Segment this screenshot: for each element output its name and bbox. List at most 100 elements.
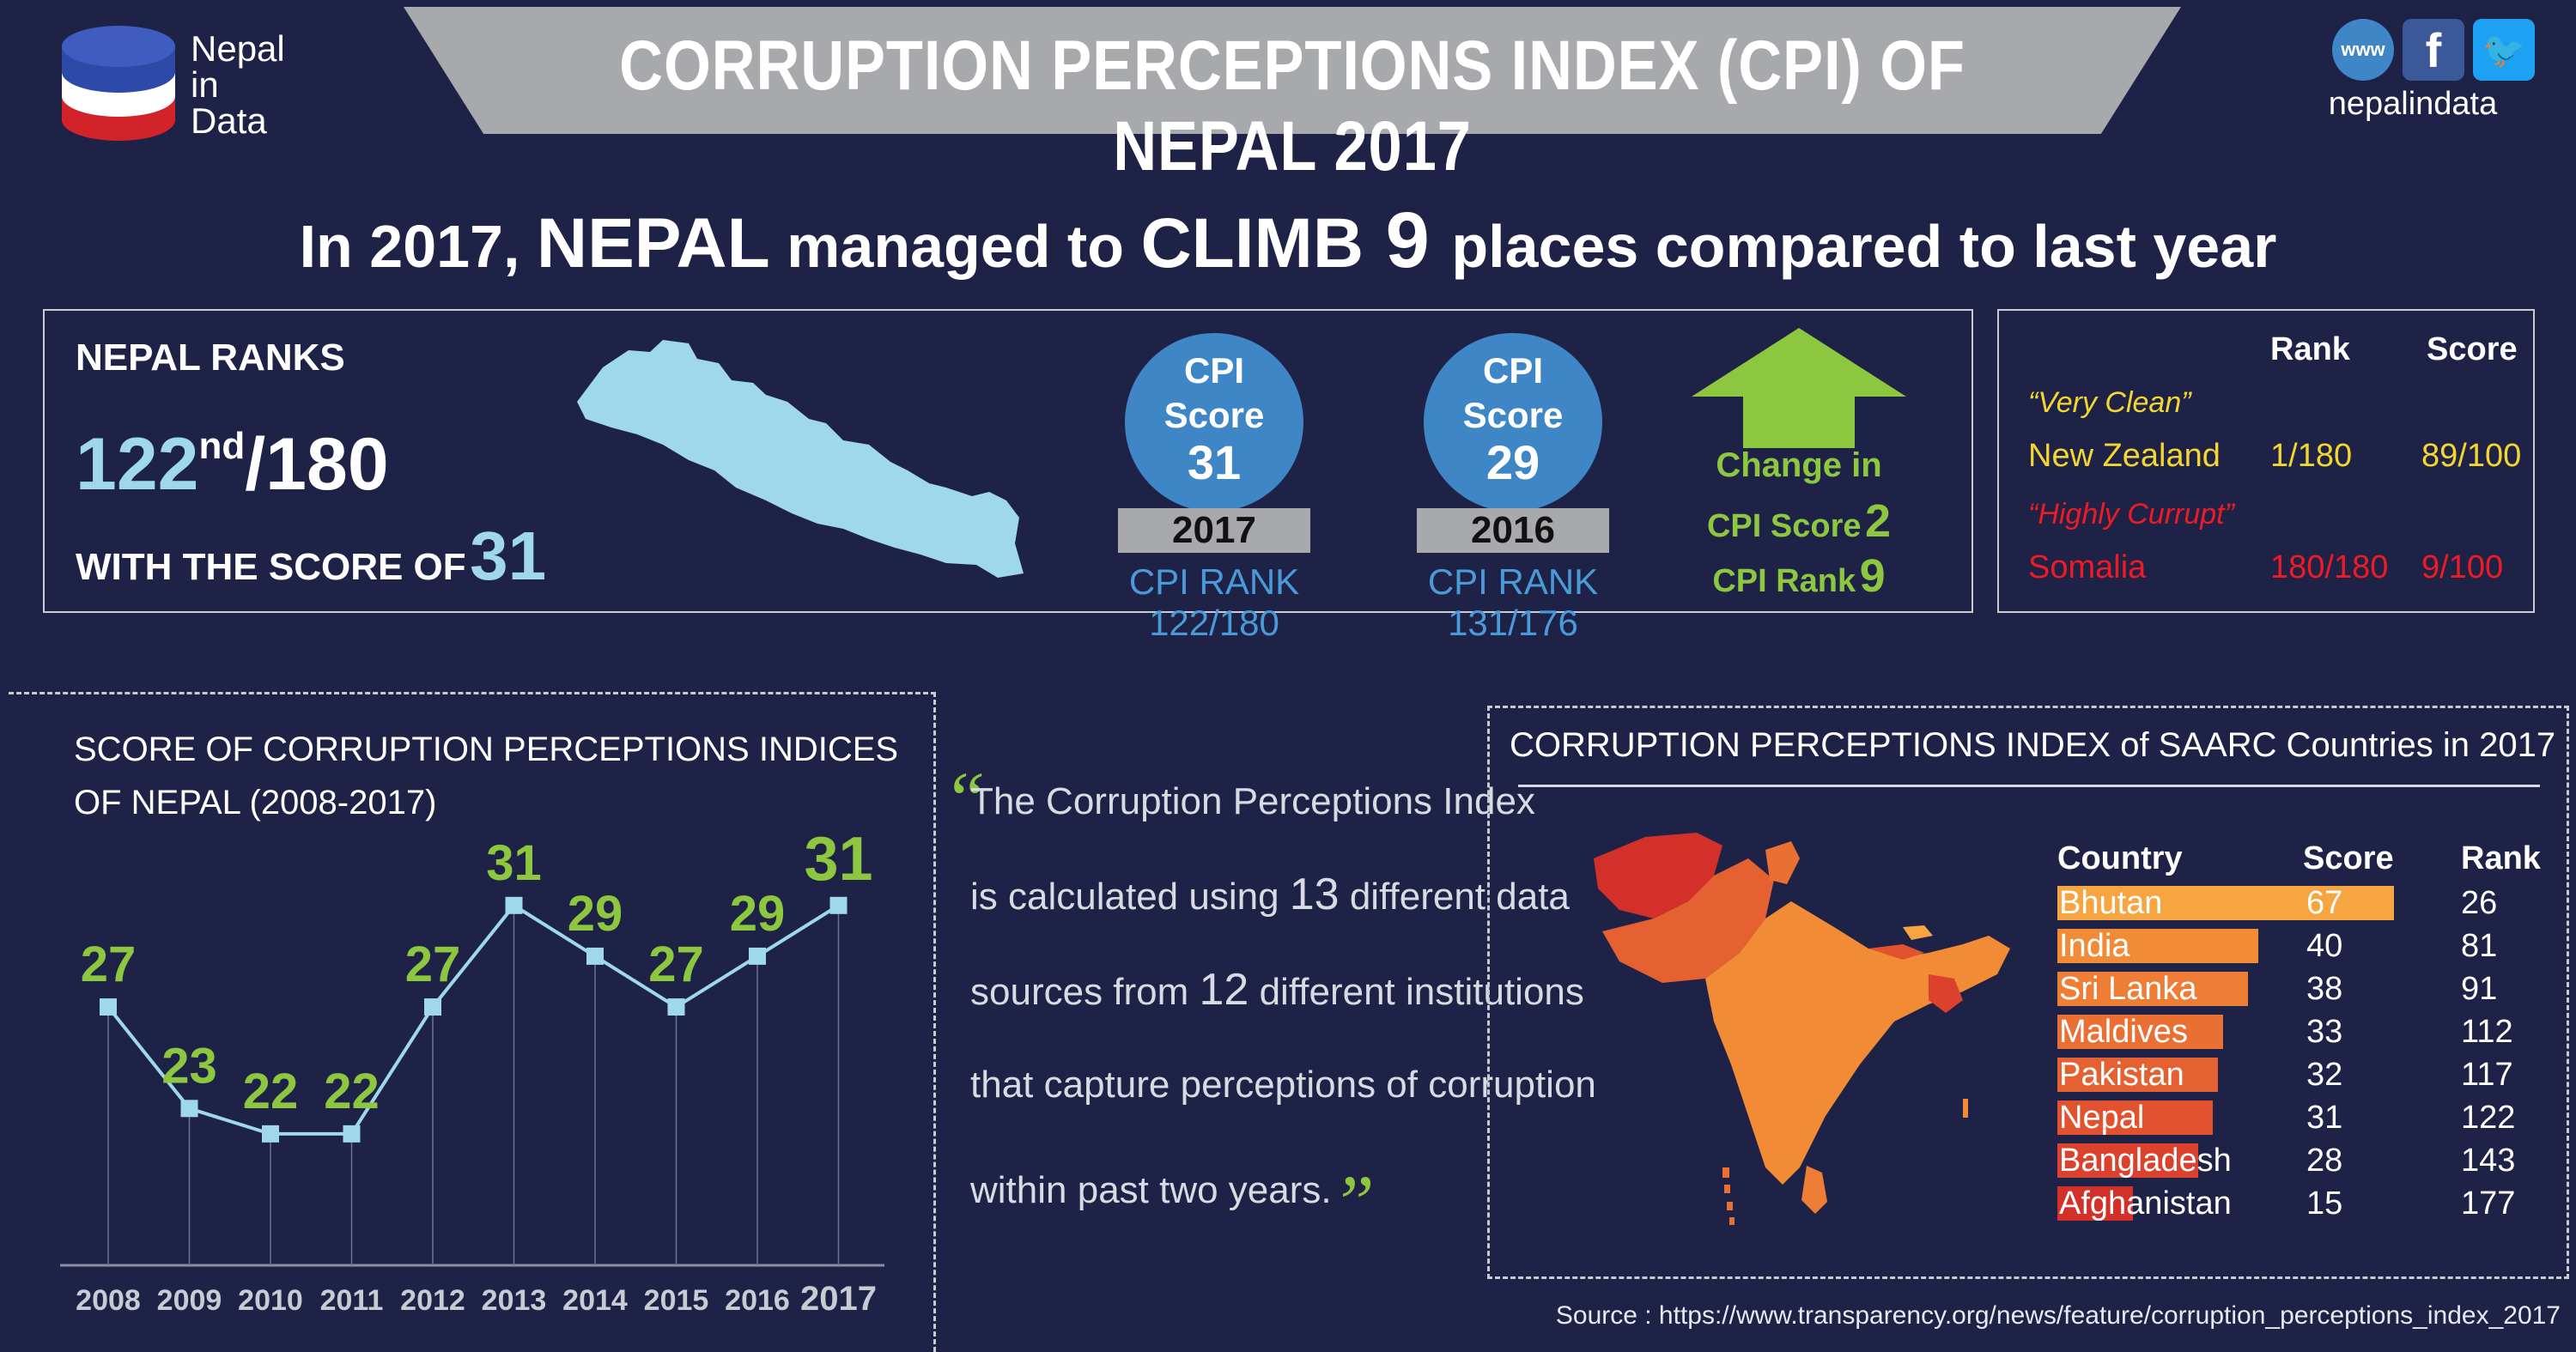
x-tick-label: 2011 bbox=[320, 1284, 384, 1317]
saarc-rank: 143 bbox=[2461, 1143, 2516, 1179]
saarc-rank: 26 bbox=[2461, 885, 2498, 921]
data-point bbox=[749, 947, 766, 965]
south-asia-map-icon bbox=[1594, 833, 2010, 1225]
score-value: 31 bbox=[470, 518, 547, 594]
data-label: 23 bbox=[161, 1038, 217, 1094]
cpi-2016-line2: Score bbox=[1462, 395, 1564, 435]
saarc-bar bbox=[2057, 1100, 2214, 1135]
headline-part3: managed to bbox=[769, 213, 1141, 280]
saarc-country: Maldives bbox=[2059, 1014, 2188, 1050]
saarc-rank: 81 bbox=[2461, 928, 2498, 964]
cpi-2017-score: 31 bbox=[1187, 435, 1242, 489]
saarc-title-divider bbox=[1518, 785, 2540, 787]
corrupt-country: Somalia bbox=[2028, 549, 2147, 585]
data-label: 22 bbox=[324, 1064, 380, 1119]
x-tick-label: 2009 bbox=[157, 1284, 222, 1317]
saarc-col-score: Score bbox=[2303, 840, 2394, 876]
headline-part5: 9 bbox=[1364, 197, 1452, 284]
saarc-rank: 91 bbox=[2461, 971, 2498, 1007]
saarc-score: 38 bbox=[2306, 971, 2343, 1007]
headline-part6: places compared to last year bbox=[1451, 213, 2277, 280]
nepal-ranks-label: NEPAL RANKS bbox=[76, 336, 345, 379]
facebook-icon[interactable]: f bbox=[2403, 19, 2464, 81]
saarc-panel bbox=[1487, 706, 2569, 1279]
saarc-rank: 122 bbox=[2461, 1100, 2516, 1136]
change-rank-line: CPI Rank 9 bbox=[1692, 549, 1906, 603]
nepal-rank-value: 122nd/180 bbox=[76, 422, 389, 507]
saarc-score: 31 bbox=[2306, 1100, 2343, 1136]
data-label: 27 bbox=[405, 937, 461, 992]
data-label: 27 bbox=[648, 937, 704, 992]
saarc-rank: 112 bbox=[2461, 1014, 2513, 1050]
corrupt-rank: 180/180 bbox=[2270, 549, 2389, 585]
line-chart: 27 2008 23 2009 22 2010 22 2011 27 2012 31 2013 29 20… bbox=[60, 825, 884, 1318]
col-score-header: Score bbox=[2427, 331, 2518, 367]
quote-l3n: 12 bbox=[1199, 965, 1249, 1015]
x-tick-label: 2013 bbox=[482, 1284, 547, 1317]
x-tick-label: 2008 bbox=[76, 1284, 141, 1317]
data-point bbox=[180, 1100, 198, 1118]
title-banner bbox=[404, 7, 2181, 134]
clean-rank: 1/180 bbox=[2270, 438, 2353, 474]
nepal-map-icon bbox=[577, 340, 1024, 578]
saarc-country: Nepal bbox=[2059, 1100, 2145, 1136]
change-rank-label: CPI Rank bbox=[1712, 563, 1856, 599]
saarc-bar bbox=[2057, 1186, 2133, 1221]
corrupt-score: 9/100 bbox=[2421, 549, 2504, 585]
quote-line4: that capture perceptions of corruption bbox=[970, 1064, 1596, 1106]
saarc-col-country: Country bbox=[2057, 840, 2183, 876]
cpi-2016-circle: CPI Score 29 bbox=[1424, 333, 1602, 512]
saarc-bar bbox=[2057, 1058, 2219, 1092]
saarc-country: Bangladesh bbox=[2059, 1143, 2232, 1179]
data-point bbox=[100, 998, 117, 1016]
rank-suffix: nd bbox=[198, 425, 246, 468]
quote-line2: is calculated using 13 different data bbox=[970, 848, 1570, 943]
x-tick-label: 2012 bbox=[400, 1284, 465, 1317]
quote-line3: sources from 12 different institutions bbox=[970, 943, 1584, 1039]
saarc-score: 15 bbox=[2306, 1185, 2343, 1222]
cpi-2017-circle: CPI Score 31 bbox=[1125, 333, 1303, 512]
saarc-col-rank: Rank bbox=[2461, 840, 2541, 876]
social-handle[interactable]: nepalindata bbox=[2328, 86, 2498, 122]
quote-line1: The Corruption Perceptions Index bbox=[970, 780, 1535, 822]
change-score-line: CPI Score 2 bbox=[1692, 494, 1906, 548]
x-tick-label: 2016 bbox=[725, 1284, 790, 1317]
saarc-score: 33 bbox=[2306, 1014, 2343, 1050]
data-point bbox=[829, 896, 848, 914]
score-label: WITH THE SCORE OF bbox=[76, 546, 466, 588]
saarc-title: CORRUPTION PERCEPTIONS INDEX of SAARC Co… bbox=[1510, 726, 2556, 764]
saarc-score: 32 bbox=[2306, 1057, 2343, 1093]
clean-country: New Zealand bbox=[2028, 438, 2221, 474]
quote-l3b: different institutions bbox=[1249, 971, 1584, 1013]
data-label: 22 bbox=[243, 1064, 299, 1119]
saarc-rank: 117 bbox=[2461, 1057, 2513, 1093]
saarc-score: 28 bbox=[2306, 1143, 2343, 1179]
data-point bbox=[667, 998, 685, 1016]
nepal-in-data-logo-icon bbox=[62, 26, 175, 141]
headline: In 2017, NEPAL managed to CLIMB 9 places… bbox=[0, 196, 2576, 286]
highly-corrupt-label: “Highly Currupt” bbox=[2028, 498, 2234, 530]
page-title: CORRUPTION PERCEPTIONS INDEX (CPI) OF NE… bbox=[619, 27, 1965, 185]
saarc-bar bbox=[2057, 886, 2394, 920]
line-chart-title: SCORE OF CORRUPTION PERCEPTIONS INDICES … bbox=[74, 723, 898, 829]
saarc-country: Afghanistan bbox=[2059, 1185, 2232, 1222]
source-citation: Source : https://www.transparency.org/ne… bbox=[1555, 1301, 2561, 1330]
www-label: www bbox=[2341, 39, 2385, 60]
cpi-2016-score: 29 bbox=[1485, 435, 1540, 489]
cpi-2017-year: 2017 bbox=[1118, 508, 1310, 553]
cpi-2017-line1: CPI bbox=[1183, 350, 1244, 391]
saarc-country: Pakistan bbox=[2059, 1057, 2184, 1093]
saarc-bar bbox=[2057, 1015, 2224, 1049]
nepal-rank-panel: NEPAL RANKS 122nd/180 WITH THE SCORE OF … bbox=[43, 309, 1973, 643]
data-point bbox=[343, 1125, 361, 1143]
saarc-table: Country Score Rank Bhutan 67 26 India 40 81 Sr… bbox=[2057, 840, 2555, 1234]
change-score-value: 2 bbox=[1864, 495, 1892, 547]
saarc-bar bbox=[2057, 972, 2249, 1006]
globe-www-icon[interactable]: www bbox=[2332, 19, 2394, 81]
saarc-bar bbox=[2057, 1143, 2198, 1178]
very-clean-label: “Very Clean” bbox=[2028, 386, 2191, 419]
twitter-icon[interactable]: 🐦 bbox=[2473, 19, 2535, 81]
line-chart-panel bbox=[9, 692, 936, 1352]
logo-text-data: Data bbox=[191, 100, 267, 141]
comparison-panel: Rank Score “Very Clean” New Zealand 1/18… bbox=[1997, 309, 2535, 613]
